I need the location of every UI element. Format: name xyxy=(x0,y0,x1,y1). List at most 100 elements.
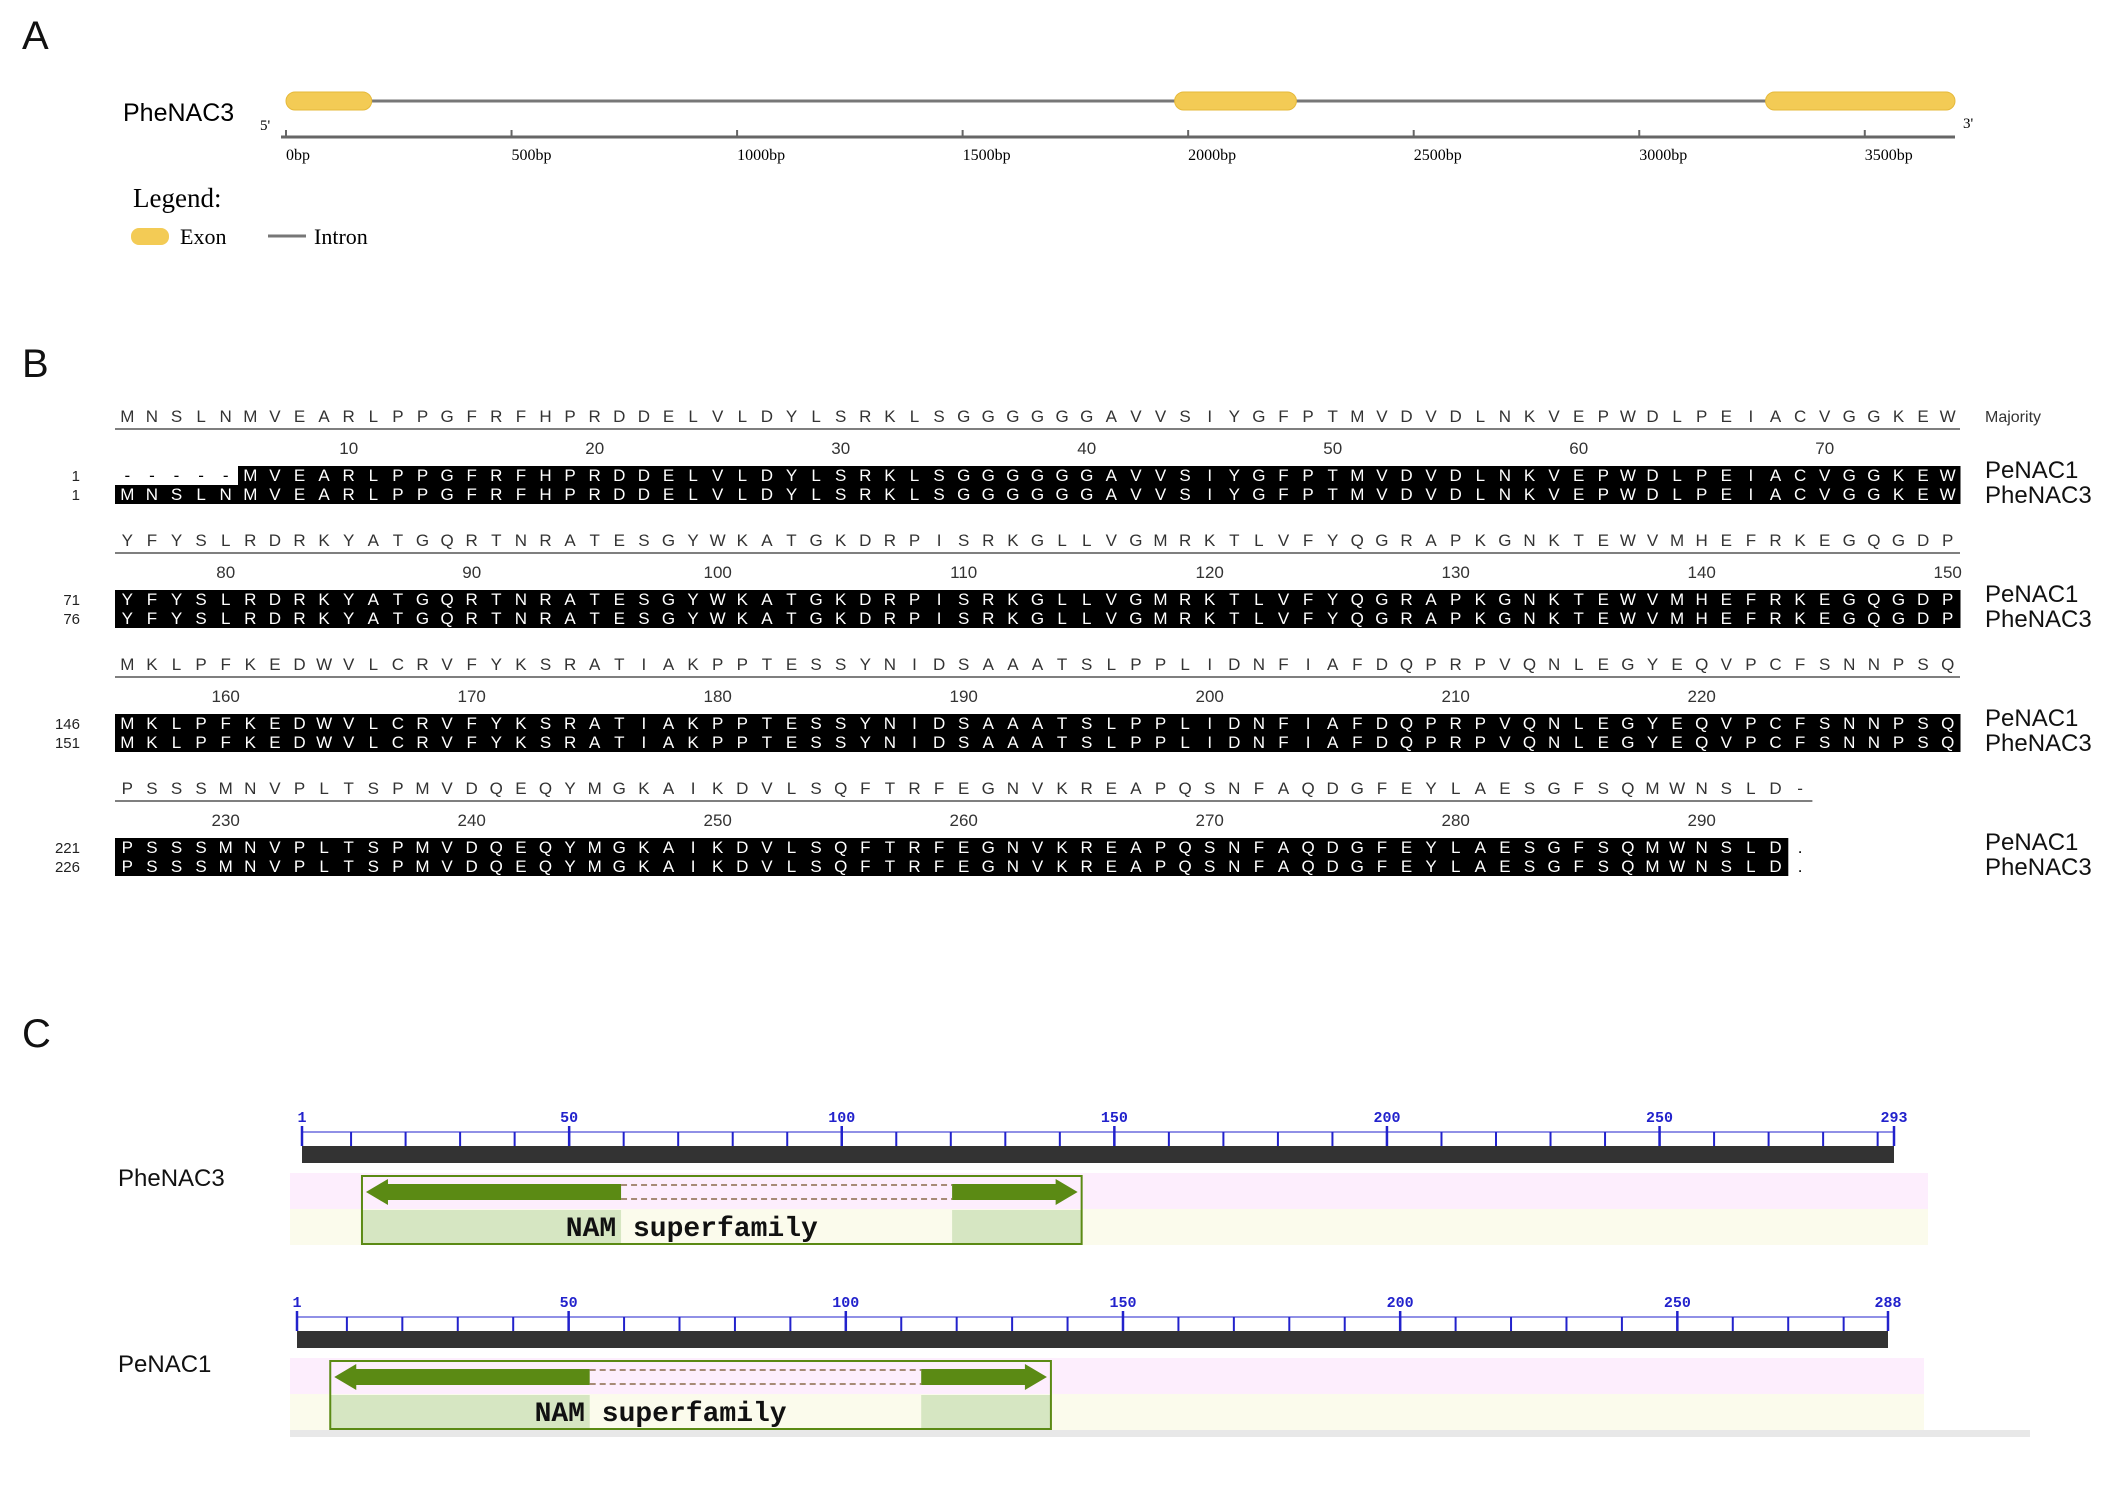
residue-cell xyxy=(1492,857,1518,876)
majority-residue: A xyxy=(1278,779,1290,798)
seq-residue: N xyxy=(244,838,256,857)
domain-label: NAM superfamily xyxy=(566,1214,818,1245)
seq-residue: H xyxy=(1696,590,1708,609)
domain-fill-left xyxy=(361,1210,622,1244)
residue-cell xyxy=(730,590,756,609)
seq-residue: D xyxy=(761,485,773,504)
seq-residue: F xyxy=(1254,838,1264,857)
seq-residue: R xyxy=(293,590,305,609)
seq-residue: K xyxy=(318,590,330,609)
seq-residue: N xyxy=(1868,733,1880,752)
majority-residue: Q xyxy=(1351,531,1364,550)
residue-cell xyxy=(705,466,731,485)
residue-cell xyxy=(828,714,854,733)
seq-residue: P xyxy=(392,857,403,876)
seq-residue: S xyxy=(810,714,821,733)
residue-cell xyxy=(1812,590,1838,609)
majority-residue: Y xyxy=(860,655,871,674)
majority-residue: P xyxy=(564,407,575,426)
residue-cell xyxy=(1714,838,1740,857)
residue-cell xyxy=(902,485,928,504)
seq-residue: L xyxy=(738,485,747,504)
seq-residue: Y xyxy=(343,609,354,628)
residue-cell xyxy=(705,714,731,733)
legend-exon-label: Exon xyxy=(180,224,226,249)
seq-residue: G xyxy=(982,838,995,857)
seq-residue: E xyxy=(663,485,674,504)
majority-residue: Q xyxy=(1400,655,1413,674)
seq-residue: T xyxy=(1229,609,1239,628)
residue-cell xyxy=(361,733,387,752)
seq-residue: N xyxy=(884,733,896,752)
residue-cell xyxy=(1271,609,1297,628)
residue-cell xyxy=(1197,714,1223,733)
residue-cell xyxy=(853,485,879,504)
residue-cell xyxy=(705,609,731,628)
residue-cell xyxy=(410,733,436,752)
residue-cell xyxy=(164,609,190,628)
residue-cell xyxy=(533,609,559,628)
seq-residue: Y xyxy=(171,590,182,609)
seq-residue: I xyxy=(1207,733,1212,752)
seq-name: PheNAC3 xyxy=(1985,730,2092,757)
position-number: 40 xyxy=(1077,439,1096,458)
seq-residue: Q xyxy=(1621,857,1634,876)
seq-residue: R xyxy=(244,609,256,628)
majority-residue: D xyxy=(1646,407,1658,426)
residue-cell xyxy=(1369,714,1395,733)
seq-residue: L xyxy=(1574,714,1583,733)
seq-residue: G xyxy=(982,485,995,504)
seq-residue: Y xyxy=(1229,485,1240,504)
seq-residue: F xyxy=(467,733,477,752)
residue-cell xyxy=(1049,733,1075,752)
majority-residue: T xyxy=(786,531,796,550)
majority-residue: Q xyxy=(539,779,552,798)
seq-residue: T xyxy=(1574,590,1584,609)
majority-residue: Q xyxy=(440,531,453,550)
majority-residue: T xyxy=(491,531,501,550)
seq-residue: H xyxy=(539,466,551,485)
seq-residue: A xyxy=(1327,714,1339,733)
majority-residue: E xyxy=(1499,779,1510,798)
ruler-tick-label: 150 xyxy=(1109,1295,1136,1312)
residue-cell xyxy=(238,466,264,485)
residue-cell xyxy=(1492,838,1518,857)
residue-cell xyxy=(1394,485,1420,504)
seq-residue: R xyxy=(589,466,601,485)
seq-residue: K xyxy=(687,714,699,733)
residue-cell xyxy=(607,590,633,609)
residue-cell xyxy=(853,714,879,733)
residue-cell xyxy=(238,733,264,752)
seq-residue: S xyxy=(1721,857,1732,876)
residue-cell xyxy=(1049,590,1075,609)
residue-cell xyxy=(1172,466,1198,485)
residue-cell xyxy=(1074,733,1100,752)
seq-residue: S xyxy=(1721,838,1732,857)
majority-residue: D xyxy=(638,407,650,426)
residue-cell xyxy=(1591,714,1617,733)
residue-cell xyxy=(1369,838,1395,857)
residue-cell xyxy=(607,733,633,752)
residue-cell xyxy=(1148,609,1174,628)
seq-residue: P xyxy=(1745,714,1756,733)
seq-residue: M xyxy=(120,733,134,752)
residue-cell xyxy=(1246,590,1272,609)
majority-residue: A xyxy=(1475,779,1487,798)
seq-residue: M xyxy=(1670,590,1684,609)
seq-residue: V xyxy=(1499,733,1511,752)
seq-residue: P xyxy=(737,733,748,752)
seq-residue: R xyxy=(1400,609,1412,628)
residue-cell xyxy=(1345,857,1371,876)
exon-block xyxy=(1765,91,1956,111)
seq-residue: W xyxy=(1620,590,1636,609)
majority-residue: G xyxy=(1006,407,1019,426)
residue-cell xyxy=(803,485,829,504)
seq-residue: I xyxy=(1749,466,1754,485)
residue-cell xyxy=(1222,485,1248,504)
residue-cell xyxy=(1664,733,1690,752)
residue-cell xyxy=(1049,714,1075,733)
majority-residue: K xyxy=(1007,531,1019,550)
residue-cell xyxy=(1394,609,1420,628)
majority-residue: E xyxy=(1401,779,1412,798)
seq-residue: C xyxy=(1769,714,1781,733)
